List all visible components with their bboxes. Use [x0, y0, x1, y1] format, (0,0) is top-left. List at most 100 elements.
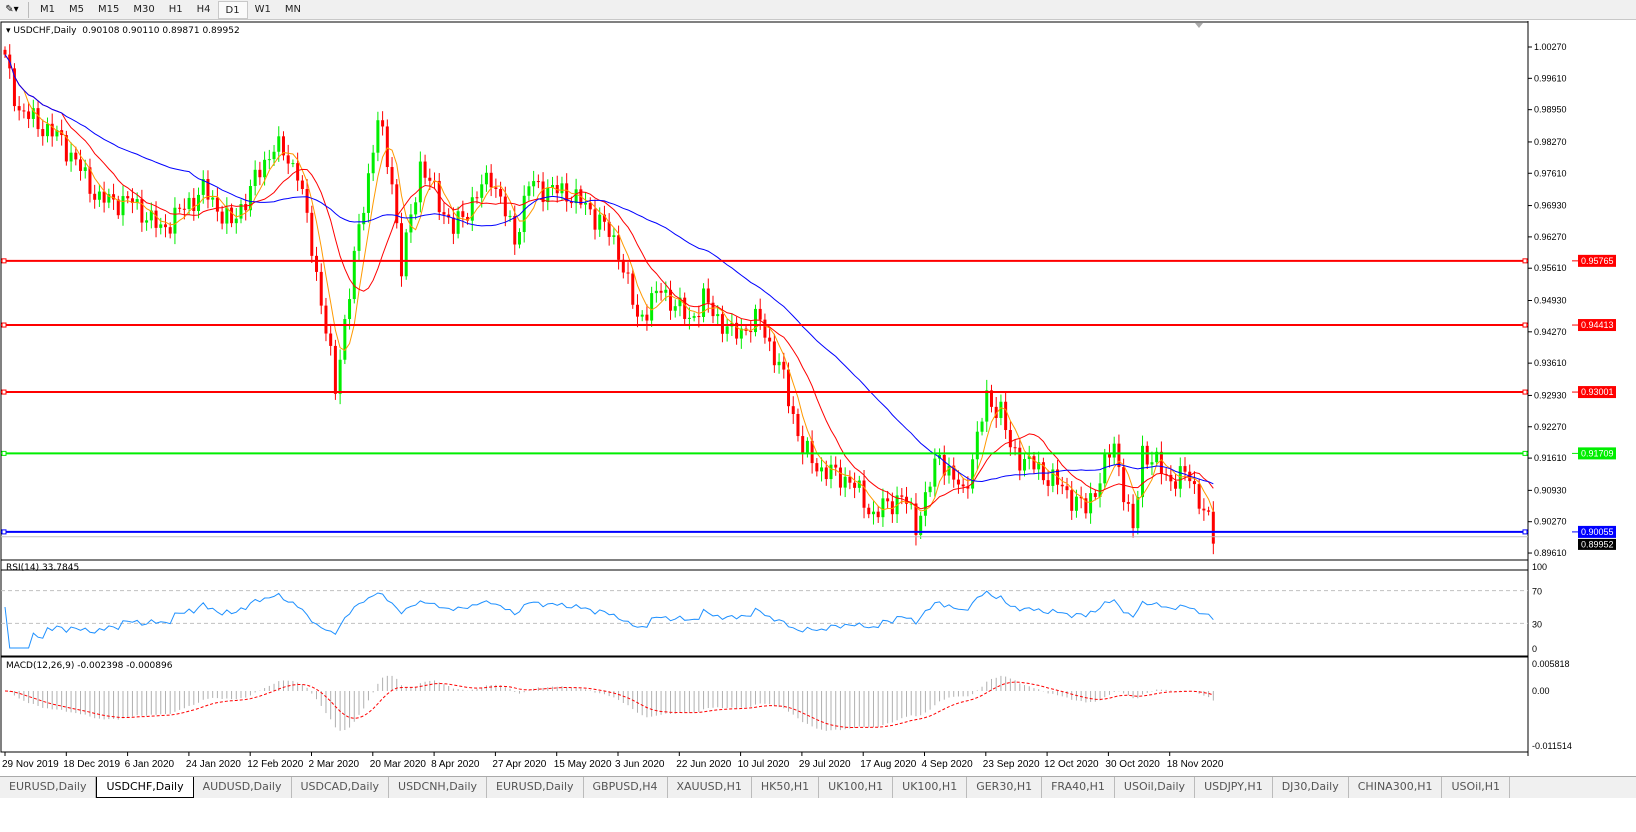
candle: [612, 227, 616, 245]
horizontal-level-line[interactable]: 0.93001: [1, 386, 1616, 399]
macd-label: MACD(12,26,9) -0.002398 -0.000896: [6, 661, 173, 671]
candle-body: [324, 305, 328, 334]
chart-tab[interactable]: USDCNH,Daily: [389, 777, 488, 798]
level-price-badge: [1578, 319, 1616, 332]
candle: [45, 117, 49, 143]
candle-body: [905, 496, 909, 504]
candle-body: [664, 289, 668, 293]
timeframe-m30[interactable]: M30: [133, 3, 155, 15]
chart-tab[interactable]: XAUUSD,H1: [668, 777, 752, 798]
chart-tab[interactable]: GER30,H1: [967, 777, 1043, 798]
candle: [843, 467, 847, 498]
candle-body: [466, 216, 470, 221]
timeframe-mn[interactable]: MN: [284, 3, 301, 15]
candle-body: [725, 326, 729, 334]
candle-body: [315, 255, 319, 272]
price-tick-label: 0.97610: [1534, 168, 1567, 178]
chart-tab[interactable]: FRA40,H1: [1042, 777, 1115, 798]
chart-tab[interactable]: GBPUSD,H4: [584, 777, 668, 798]
candle: [315, 246, 319, 281]
candle: [1131, 494, 1135, 538]
chart-tab[interactable]: UK100,H1: [819, 777, 894, 798]
candle-body: [182, 208, 186, 210]
candle-body: [145, 220, 149, 223]
candle: [451, 207, 455, 245]
chart-tab[interactable]: HK50,H1: [752, 777, 820, 798]
horizontal-level-line[interactable]: 0.95765: [1, 254, 1616, 267]
candle-body: [1089, 493, 1093, 514]
candle: [399, 212, 403, 287]
candle-body: [824, 467, 828, 480]
chart-tab[interactable]: EURUSD,Daily: [487, 777, 584, 798]
candle-body: [1027, 456, 1031, 460]
candle-body: [140, 199, 144, 223]
candle: [555, 175, 559, 203]
candle-body: [607, 221, 611, 237]
candle: [947, 457, 951, 484]
horizontal-level-line[interactable]: 0.90055: [1, 525, 1616, 538]
candle: [890, 492, 894, 523]
candle: [1103, 448, 1107, 489]
candle-body: [55, 130, 59, 137]
timeframe-m15[interactable]: M15: [98, 3, 120, 15]
candle-body: [588, 202, 592, 210]
candle: [871, 501, 875, 525]
candle-body: [999, 401, 1003, 418]
candle-body: [97, 191, 101, 200]
candle: [1074, 489, 1078, 518]
candle: [348, 288, 352, 330]
candle: [102, 181, 106, 213]
chart-tab[interactable]: USDCHF,Daily: [96, 777, 194, 798]
candle-body: [329, 333, 333, 346]
timeframe-m5[interactable]: M5: [69, 3, 84, 15]
date-label: 8 Apr 2020: [431, 759, 480, 770]
timeframe-h1[interactable]: H1: [168, 3, 183, 15]
candle-body: [1141, 445, 1145, 498]
chart-canvas[interactable]: 1.00270 0.99610 0.98950 0.98270 0.97610 0.969…: [0, 21, 1636, 776]
chart-tab[interactable]: DJ30,Daily: [1273, 777, 1349, 798]
chart-tab[interactable]: UK100,H1: [893, 777, 968, 798]
candle-body: [598, 214, 602, 230]
candle-body: [791, 406, 795, 415]
candle: [796, 408, 800, 442]
timeframe-w1[interactable]: W1: [254, 3, 271, 15]
candle: [41, 119, 45, 146]
horizontal-level-line[interactable]: 0.91709: [1, 447, 1616, 460]
candle: [248, 179, 252, 217]
candle-body: [499, 188, 503, 197]
chart-tab[interactable]: EURUSD,Daily: [0, 777, 97, 798]
timeframe-h4[interactable]: H4: [196, 3, 211, 15]
candle: [711, 295, 715, 324]
horizontal-level-line[interactable]: 0.94413: [1, 319, 1616, 332]
candle-body: [168, 227, 172, 234]
chart-tab[interactable]: USOil,H1: [1442, 777, 1511, 798]
candle: [980, 417, 984, 436]
candle-body: [517, 232, 521, 245]
candle-body: [1074, 496, 1078, 511]
candle-body: [626, 272, 630, 274]
timeframe-d1[interactable]: D1: [217, 0, 248, 19]
candle: [923, 481, 927, 527]
candle-body: [820, 467, 824, 472]
candle: [1041, 457, 1045, 485]
candle-body: [631, 273, 635, 305]
candle: [805, 437, 809, 458]
candle: [366, 163, 370, 223]
chart-tab[interactable]: AUDUSD,Daily: [194, 777, 292, 798]
chart-tab[interactable]: USDJPY,H1: [1195, 777, 1273, 798]
chart-tab[interactable]: USDCAD,Daily: [292, 777, 390, 798]
candle-body: [1093, 493, 1097, 497]
chart-tab[interactable]: USOil,Daily: [1115, 777, 1196, 798]
timeframe-m1[interactable]: M1: [40, 3, 55, 15]
candle-body: [876, 511, 880, 518]
candle: [829, 455, 833, 489]
chart-tab[interactable]: CHINA300,H1: [1349, 777, 1443, 798]
candle: [565, 173, 569, 212]
candle: [79, 149, 83, 181]
candle-body: [928, 486, 932, 493]
candle-body: [45, 123, 49, 137]
candle-body: [1103, 454, 1107, 484]
chart-window[interactable]: 1.00270 0.99610 0.98950 0.98270 0.97610 0.969…: [0, 21, 1636, 776]
chart-tabs: EURUSD,Daily USDCHF,Daily AUDUSD,Daily USDC…: [0, 776, 1636, 798]
line-tool-dropdown[interactable]: ✎▾: [5, 4, 19, 15]
